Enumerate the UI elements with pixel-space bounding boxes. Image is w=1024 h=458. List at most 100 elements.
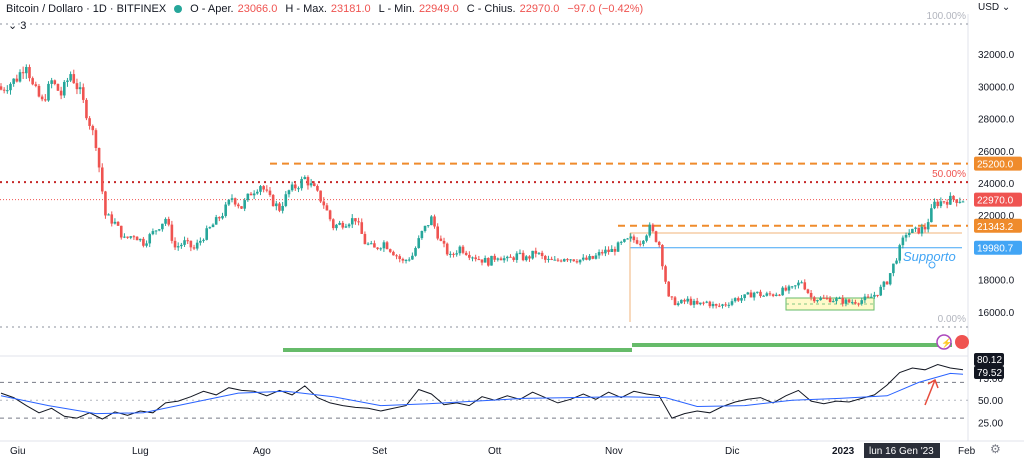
candle-body	[170, 224, 174, 241]
candle-body	[724, 304, 727, 306]
symbol-title[interactable]: Bitcoin / Dollaro · 1D · BITFINEX	[6, 3, 167, 15]
change-value: −97.0 (−0.42%)	[567, 3, 644, 15]
low-value: 22949.0	[418, 3, 459, 15]
candle-body	[778, 294, 781, 296]
candle-body	[844, 299, 848, 304]
rsi-value-tag: 80.12	[974, 353, 1004, 366]
candle-body	[78, 87, 82, 90]
level-price-tag-bg	[974, 218, 1022, 233]
candle-body	[208, 227, 212, 229]
candle-body	[262, 186, 265, 190]
candle-body	[268, 190, 272, 195]
low-label: L - Min.	[378, 3, 415, 15]
candle-body	[708, 301, 712, 307]
level-price-tag-text: 21343.2	[977, 222, 1014, 233]
candle-body	[812, 297, 816, 302]
candle-body	[892, 263, 895, 274]
candle-body	[705, 301, 708, 303]
candle-body	[81, 87, 85, 100]
candle-body	[835, 298, 838, 302]
price-axis-label: 18000.0	[978, 276, 1015, 287]
candle-body	[66, 80, 69, 82]
candle-body	[341, 222, 345, 228]
candle-body	[945, 201, 949, 205]
candle-body	[452, 253, 455, 255]
candle-body	[350, 218, 354, 225]
candle-body	[635, 240, 639, 244]
candle-body	[553, 259, 557, 261]
candle-body	[854, 302, 857, 304]
candle-body	[882, 281, 886, 287]
candle-body	[275, 203, 278, 207]
candle-body	[509, 256, 512, 258]
candle-body	[205, 228, 208, 240]
candle-body	[401, 258, 405, 261]
candle-body	[0, 86, 3, 90]
candle-body	[433, 216, 436, 227]
candle-body	[388, 249, 392, 252]
candle-body	[214, 217, 218, 225]
candle-body	[477, 259, 481, 261]
currency-selector[interactable]: USD ⌄	[978, 2, 1010, 13]
candle-body	[515, 253, 519, 260]
candle-body	[192, 247, 196, 249]
candle-body	[803, 282, 807, 290]
level-price-tag[interactable]: 21343.2	[974, 218, 1022, 233]
time-axis-label: Nov	[605, 446, 623, 457]
candle-body	[369, 243, 373, 245]
candle-body	[230, 198, 234, 200]
candle-body	[335, 224, 338, 229]
candle-body	[528, 256, 531, 259]
rsi-ma-value-tag: 79.52	[974, 366, 1004, 379]
candle-body	[167, 218, 171, 225]
arrow-head-icon	[927, 378, 939, 389]
candle-body	[278, 203, 281, 211]
candle-body	[670, 296, 674, 298]
candle-body	[683, 299, 686, 302]
candle-body	[654, 231, 658, 242]
resistance-price-tag-bg	[974, 156, 1022, 171]
candle-body	[512, 257, 515, 260]
candle-body	[585, 257, 588, 260]
candle-body	[762, 295, 765, 297]
candle-body	[819, 297, 822, 301]
candle-body	[176, 246, 180, 248]
candle-body	[107, 214, 110, 216]
candle-body	[873, 294, 876, 297]
current-price-tag[interactable]: 22970.0	[974, 192, 1022, 207]
candle-body	[195, 242, 199, 249]
resistance-price-tag[interactable]: 25200.0	[974, 156, 1022, 171]
candle-body	[787, 286, 791, 291]
candle-body	[756, 291, 759, 293]
arrow-icon	[924, 379, 936, 406]
open-label: O - Aper.	[190, 3, 234, 15]
chevron-down-icon: ⌄	[8, 20, 18, 32]
candle-body	[942, 201, 946, 203]
candle-body	[259, 186, 262, 192]
time-axis-label: Giu	[10, 446, 26, 457]
crosshair-date-tag: lun 16 Gen '23	[864, 443, 940, 458]
candle-body	[97, 147, 101, 168]
candle-body	[2, 89, 6, 91]
candle-body	[816, 300, 819, 302]
candle-body	[50, 80, 53, 84]
candle-body	[686, 298, 689, 302]
lightning-icon[interactable]	[936, 334, 952, 350]
candle-body	[47, 83, 50, 101]
time-axis-label: Lug	[132, 446, 149, 457]
candle-body	[119, 225, 123, 238]
indicators-collapse-button[interactable]: ⌄ 3	[8, 19, 26, 32]
candle-body	[145, 243, 148, 246]
support-price-tag[interactable]: 19980.7	[974, 240, 1022, 255]
candle-body	[768, 293, 772, 295]
candle-body	[575, 261, 579, 263]
candle-body	[458, 246, 462, 254]
flag-icon[interactable]	[955, 335, 969, 349]
candle-body	[895, 260, 898, 264]
indicators-count: 3	[20, 20, 27, 32]
candle-body	[376, 247, 379, 249]
candle-body	[123, 236, 126, 238]
candle-body	[15, 78, 19, 82]
